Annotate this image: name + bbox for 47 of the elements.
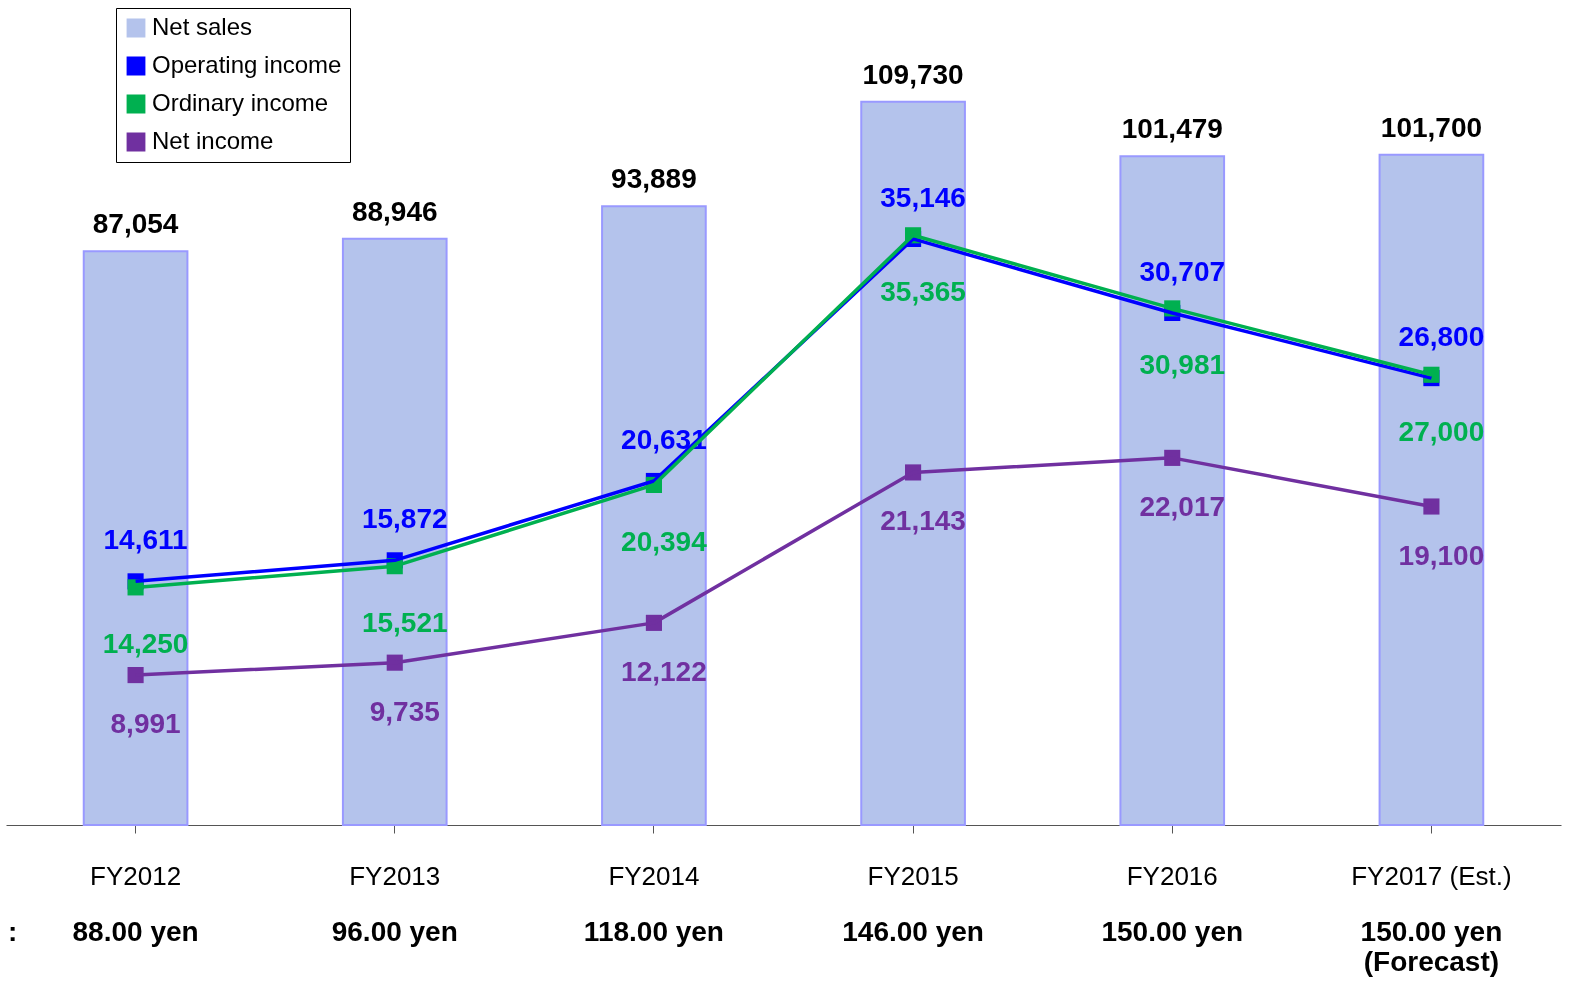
data-label: 30,981 xyxy=(1139,349,1226,381)
data-label: 20,394 xyxy=(621,525,708,557)
data-label: 101,700 xyxy=(1380,111,1483,143)
data-label: 12,122 xyxy=(621,655,707,687)
data-label: 8,991 xyxy=(110,708,181,740)
data-label: 27,000 xyxy=(1398,415,1485,447)
data-label: 35,146 xyxy=(880,181,966,213)
bar xyxy=(1119,155,1226,826)
data-label: 109,730 xyxy=(862,58,964,90)
data-label: 93,889 xyxy=(611,163,697,195)
data-label: 9,735 xyxy=(369,695,440,727)
text: 150.00 yen (Forecast) xyxy=(1360,916,1503,977)
data-label: 88,946 xyxy=(351,195,438,227)
text: 88.00 yen xyxy=(72,916,199,947)
text: 146.00 yen xyxy=(842,916,984,947)
bar xyxy=(601,205,707,826)
data-label: 87,054 xyxy=(92,208,179,240)
data-label: 21,143 xyxy=(880,505,966,537)
x-tick-label: FY2015 xyxy=(867,860,959,891)
data-label: 35,365 xyxy=(880,276,966,308)
data-label: 22,017 xyxy=(1139,490,1226,522)
data-label: 101,479 xyxy=(1121,113,1223,145)
text: : xyxy=(8,916,18,947)
text: 118.00 yen xyxy=(583,916,724,947)
legend-label: Net sales xyxy=(152,13,253,40)
bar xyxy=(341,237,448,826)
text: 150.00 yen xyxy=(1101,916,1244,947)
data-label: 14,250 xyxy=(102,628,189,660)
x-tick-label: FY2012 xyxy=(90,860,182,891)
data-label: 26,800 xyxy=(1398,321,1485,353)
data-label: 30,707 xyxy=(1139,255,1226,287)
legend-label: Ordinary income xyxy=(152,89,329,116)
point xyxy=(1423,498,1440,515)
data-label: 14,611 xyxy=(103,524,188,556)
x-tick-label: FY2013 xyxy=(349,860,441,891)
x-tick-label: FY2014 xyxy=(608,860,700,891)
bar xyxy=(1378,153,1485,826)
x-tick-label: FY2016 xyxy=(1126,860,1218,891)
legend-label: Net income xyxy=(152,127,274,154)
legend-label: Operating income xyxy=(152,51,342,78)
data-label: 15,872 xyxy=(361,503,448,535)
bar xyxy=(860,100,966,826)
text: 96.00 yen xyxy=(331,916,458,947)
data-label: 15,521 xyxy=(361,607,448,639)
data-label: 19,100 xyxy=(1398,539,1485,571)
x-tick-label: FY2017 (Est.) xyxy=(1351,860,1512,891)
bar xyxy=(82,250,189,826)
